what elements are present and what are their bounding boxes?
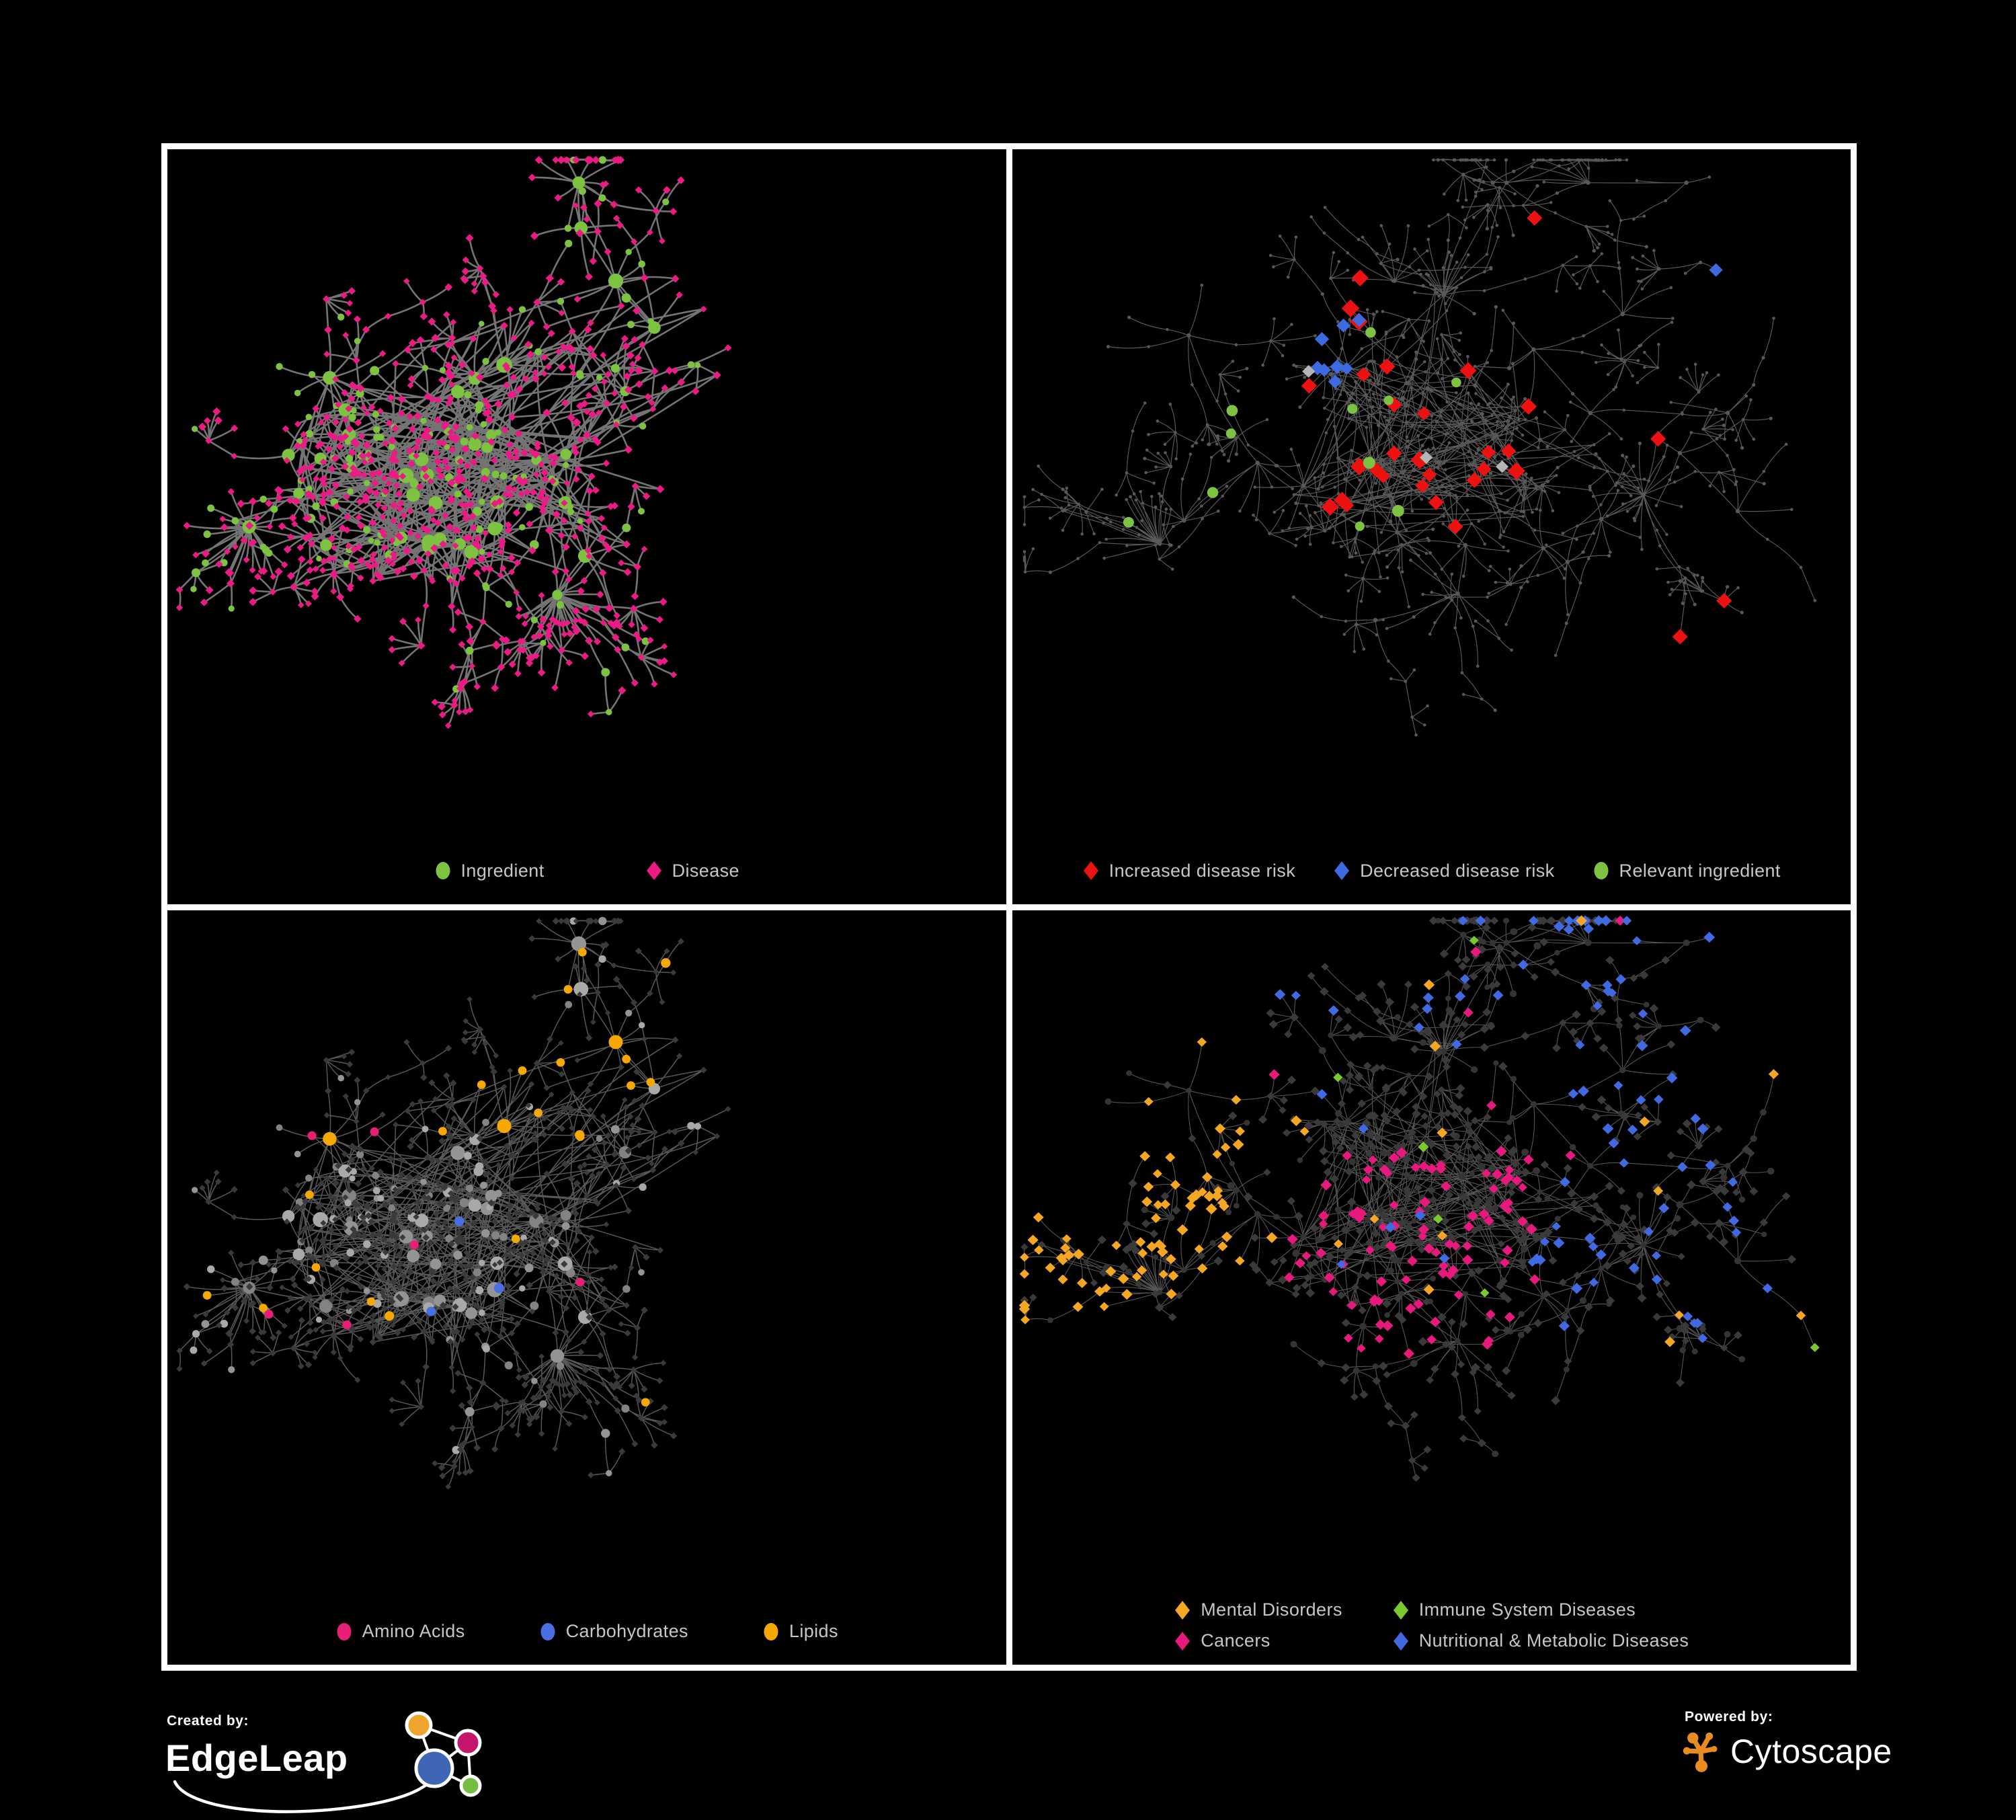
diamond-marker-icon (1175, 1631, 1191, 1651)
legend-ingredient-classes: Amino Acids Carbohydrates Lipids (167, 1621, 1006, 1642)
legend-ingredient-disease: Ingredient Disease (167, 861, 1006, 881)
legend-item-relevant-ingredient: Relevant ingredient (1592, 861, 1781, 881)
panel-ingredient-classes: Amino Acids Carbohydrates Lipids (167, 910, 1006, 1665)
circle-marker-icon (540, 1622, 555, 1640)
powered-by-block: Powered by: Cytoscape (1682, 1708, 1998, 1795)
circle-marker-icon (436, 862, 450, 879)
powered-by-label: Powered by: (1685, 1709, 1773, 1725)
circle-marker-icon (764, 1622, 778, 1640)
legend-item-immune-system-diseases: Immune System Diseases (1392, 1599, 1689, 1620)
legend-label: Lipids (789, 1621, 838, 1641)
legend-item-nutritional-metabolic-diseases: Nutritional & Metabolic Diseases (1392, 1630, 1689, 1651)
legend-item-cancers: Cancers (1174, 1630, 1342, 1651)
edgeleap-node-orange (405, 1711, 433, 1739)
edgeleap-node-green (459, 1774, 482, 1797)
network-graph-ingredient-classes (176, 916, 731, 1489)
created-by-block: Created by: EdgeLeap (160, 1706, 523, 1817)
legend-label: Nutritional & Metabolic Diseases (1418, 1630, 1689, 1651)
diamond-marker-icon (1175, 1600, 1191, 1620)
legend-disease-categories: Mental Disorders Immune System Diseases Ca… (1012, 1599, 1851, 1651)
panel-disease-categories: Mental Disorders Immune System Diseases Ca… (1012, 910, 1851, 1665)
legend-item-decreased-disease-risk: Decreased disease risk (1333, 861, 1554, 881)
cytoscape-logo-icon (1683, 1732, 1718, 1772)
legend-label: Decreased disease risk (1360, 860, 1555, 881)
legend-label: Disease (672, 860, 739, 881)
diamond-marker-icon (646, 861, 661, 880)
legend-item-ingredient: Ingredient (434, 861, 545, 881)
legend-label: Relevant ingredient (1619, 860, 1781, 881)
panel-ingredient-disease: Ingredient Disease (167, 149, 1006, 904)
edgeleap-node-magenta (454, 1729, 482, 1757)
circle-marker-icon (1594, 862, 1609, 879)
legend-item-carbohydrates: Carbohydrates (539, 1621, 688, 1642)
edgeleap-node-blue (414, 1748, 454, 1788)
diamond-marker-icon (1083, 861, 1098, 880)
network-graph-disease-risk (1022, 158, 1816, 737)
legend-item-amino-acids: Amino Acids (335, 1621, 465, 1642)
legend-disease-risk: Increased disease risk Decreased disease … (1012, 861, 1851, 881)
legend-label: Mental Disorders (1201, 1599, 1342, 1620)
network-graph-ingredient-disease (175, 155, 732, 729)
diamond-marker-icon (1393, 1600, 1408, 1620)
legend-label: Ingredient (460, 860, 545, 881)
legend-label: Immune System Diseases (1418, 1599, 1636, 1620)
panel-disease-risk: Increased disease risk Decreased disease … (1012, 149, 1851, 904)
legend-label: Increased disease risk (1108, 860, 1296, 881)
diamond-marker-icon (1393, 1631, 1408, 1651)
legend-item-lipids: Lipids (762, 1621, 838, 1642)
legend-item-disease: Disease (645, 861, 739, 881)
cytoscape-wordmark: Cytoscape (1730, 1733, 1892, 1770)
diamond-marker-icon (1334, 861, 1350, 880)
legend-label: Amino Acids (362, 1621, 465, 1641)
legend-label: Cancers (1201, 1630, 1271, 1651)
created-by-label: Created by: (167, 1713, 249, 1729)
circle-marker-icon (337, 1622, 352, 1640)
network-graph-disease-categories (1018, 914, 1820, 1482)
edgeleap-logo-icon (173, 1711, 482, 1813)
edgeleap-wordmark: EdgeLeap (165, 1737, 348, 1779)
figure-grid: Ingredient Disease Increased disease risk… (161, 143, 1857, 1671)
legend-item-mental-disorders: Mental Disorders (1174, 1599, 1342, 1620)
legend-item-increased-disease-risk: Increased disease risk (1082, 861, 1295, 881)
legend-label: Carbohydrates (565, 1621, 688, 1641)
